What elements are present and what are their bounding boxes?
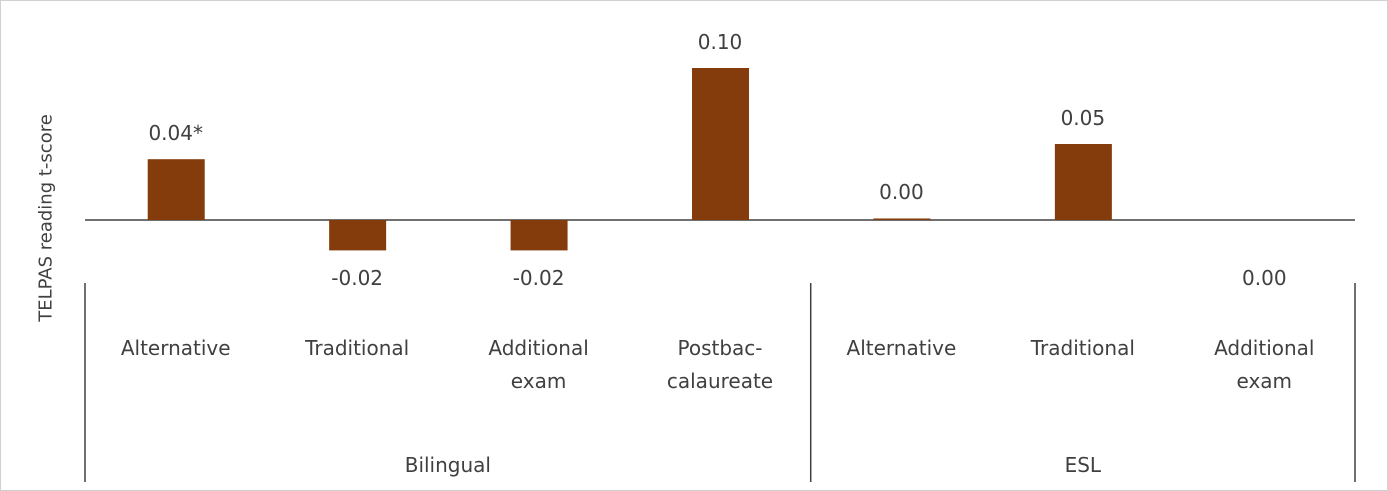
bar	[692, 68, 749, 220]
x-tick-label: Postbac-calaureate	[666, 336, 774, 393]
bar	[873, 218, 931, 220]
value-label: -0.02	[512, 266, 565, 290]
x-tick-label: Traditional	[1030, 336, 1135, 360]
bar	[1054, 144, 1112, 220]
bar	[147, 159, 205, 220]
group-label: Bilingual	[404, 453, 491, 477]
y-axis-title: TELPAS reading t-score	[35, 114, 57, 322]
x-tick-label: Alternative	[120, 336, 231, 360]
value-label: -0.02	[331, 266, 384, 290]
value-label: 0.05	[1060, 106, 1106, 130]
x-tick-label: Additional exam	[488, 336, 589, 393]
group-label: ESL	[1064, 453, 1102, 477]
x-tick-label: Additional exam	[1214, 336, 1315, 393]
value-label: 0.04*	[148, 121, 203, 146]
value-label: 0.00	[1242, 266, 1287, 290]
bar	[329, 220, 387, 251]
value-label: 0.00	[879, 180, 924, 205]
value-label: 0.10	[697, 30, 743, 54]
x-tick-label: Traditional	[305, 336, 410, 360]
bar	[510, 220, 568, 251]
x-tick-label: Alternative	[846, 336, 957, 360]
